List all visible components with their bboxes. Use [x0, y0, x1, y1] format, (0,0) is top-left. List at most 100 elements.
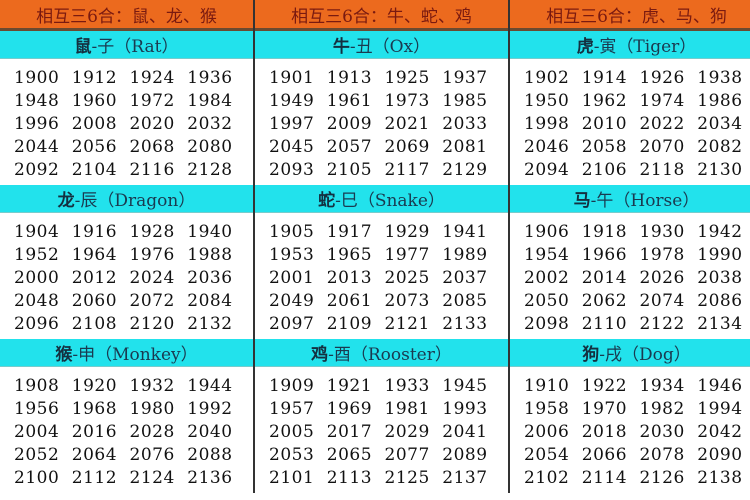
year-cell: 1946 — [697, 375, 743, 396]
year-cell: 1909 — [269, 375, 315, 396]
year-cell: 2084 — [187, 290, 233, 311]
year-cell: 1940 — [187, 221, 233, 242]
sign-en: （Snake） — [357, 191, 445, 211]
year-cell: 2132 — [187, 313, 233, 334]
compatibility-header: 相互三6合：牛、蛇、鸡 — [255, 0, 508, 31]
year-cell: 1900 — [14, 67, 60, 88]
year-cell: 2049 — [269, 290, 315, 311]
sign-header: 牛 -丑 （Ox） — [255, 31, 508, 59]
year-cell: 1972 — [129, 90, 175, 111]
year-cell: 1948 — [14, 90, 60, 111]
year-cell: 2048 — [14, 290, 60, 311]
year-cell: 1984 — [187, 90, 233, 111]
year-cell: 2001 — [269, 267, 315, 288]
year-cell: 1936 — [187, 67, 233, 88]
year-cell: 1913 — [326, 67, 373, 88]
year-cell: 1941 — [442, 221, 488, 242]
year-cell: 1957 — [269, 398, 315, 419]
year-cell: 1937 — [442, 67, 488, 88]
year-cell: 1908 — [14, 375, 60, 396]
sign-branch: -巳 — [335, 191, 358, 211]
year-cell: 2069 — [384, 136, 430, 157]
year-cell: 1968 — [71, 398, 118, 419]
year-cell: 2090 — [697, 444, 743, 465]
sign-header: 虎 -寅 （Tiger） — [510, 31, 750, 59]
year-cell: 2112 — [71, 467, 118, 488]
year-cell: 2028 — [129, 421, 175, 442]
year-cell: 2065 — [326, 444, 373, 465]
sign-header: 鼠 -子 （Rat） — [0, 31, 253, 59]
year-cell: 2029 — [384, 421, 430, 442]
year-cell: 2092 — [14, 159, 60, 180]
compatibility-header: 相互三6合：虎、马、狗 — [510, 0, 750, 31]
sign-header: 马 -午 （Horse） — [510, 185, 750, 213]
sign-cn: 鼠 — [74, 37, 92, 57]
year-list: 1908 1920 1932 1944 1956 1968 1980 1992 2004 2016… — [0, 367, 253, 493]
year-cell: 1910 — [524, 375, 570, 396]
year-cell: 1989 — [442, 244, 488, 265]
year-cell: 2022 — [639, 113, 685, 134]
sign-header: 猴 -申 （Monkey） — [0, 339, 253, 367]
year-cell: 2006 — [524, 421, 570, 442]
year-cell: 1988 — [187, 244, 233, 265]
year-cell: 1998 — [524, 113, 570, 134]
year-cell: 2121 — [384, 313, 430, 334]
year-cell: 1914 — [581, 67, 628, 88]
year-cell: 1934 — [639, 375, 685, 396]
year-cell: 1901 — [269, 67, 315, 88]
year-cell: 2046 — [524, 136, 570, 157]
year-cell: 1924 — [129, 67, 175, 88]
year-cell: 1966 — [581, 244, 628, 265]
year-cell: 2060 — [71, 290, 118, 311]
year-list: 1906 1918 1930 1942 1954 1966 1978 1990 2002 2014… — [510, 213, 750, 339]
year-cell: 2050 — [524, 290, 570, 311]
year-cell: 2016 — [71, 421, 118, 442]
year-cell: 1997 — [269, 113, 315, 134]
year-cell: 1974 — [639, 90, 685, 111]
year-cell: 1945 — [442, 375, 488, 396]
sign-branch: -戌 — [599, 345, 622, 365]
year-cell: 2125 — [384, 467, 430, 488]
year-cell: 2041 — [442, 421, 488, 442]
year-cell: 2097 — [269, 313, 315, 334]
year-cell: 2116 — [129, 159, 175, 180]
sign-en: （Tiger） — [616, 37, 697, 57]
year-cell: 1960 — [71, 90, 118, 111]
year-cell: 1977 — [384, 244, 430, 265]
year-cell: 2102 — [524, 467, 570, 488]
year-cell: 2018 — [581, 421, 628, 442]
year-cell: 2034 — [697, 113, 743, 134]
year-cell: 1918 — [581, 221, 628, 242]
year-cell: 1922 — [581, 375, 628, 396]
sign-header: 蛇 -巳 （Snake） — [255, 185, 508, 213]
year-cell: 2053 — [269, 444, 315, 465]
year-cell: 2074 — [639, 290, 685, 311]
year-cell: 1969 — [326, 398, 373, 419]
year-cell: 2077 — [384, 444, 430, 465]
year-cell: 2004 — [14, 421, 60, 442]
year-cell: 1952 — [14, 244, 60, 265]
year-cell: 1958 — [524, 398, 570, 419]
year-cell: 2086 — [697, 290, 743, 311]
sign-branch: -寅 — [593, 37, 617, 57]
year-cell: 2110 — [581, 313, 628, 334]
year-cell: 1906 — [524, 221, 570, 242]
year-cell: 2076 — [129, 444, 175, 465]
year-cell: 2100 — [14, 467, 60, 488]
year-list: 1901 1913 1925 1937 1949 1961 1973 1985 1997 2009… — [255, 59, 508, 185]
year-cell: 2000 — [14, 267, 60, 288]
year-cell: 2052 — [14, 444, 60, 465]
year-cell: 2104 — [71, 159, 118, 180]
year-cell: 1973 — [384, 90, 430, 111]
year-cell: 2101 — [269, 467, 315, 488]
sign-branch: -酉 — [328, 345, 351, 365]
year-cell: 1932 — [129, 375, 175, 396]
year-cell: 2114 — [581, 467, 628, 488]
year-list: 1910 1922 1934 1946 1958 1970 1982 1994 2006 2018… — [510, 367, 750, 493]
year-cell: 1992 — [187, 398, 233, 419]
year-cell: 2120 — [129, 313, 175, 334]
year-cell: 2108 — [71, 313, 118, 334]
year-cell: 1920 — [71, 375, 118, 396]
year-list: 1905 1917 1929 1941 1953 1965 1977 1989 2001 2013… — [255, 213, 508, 339]
year-cell: 2026 — [639, 267, 685, 288]
